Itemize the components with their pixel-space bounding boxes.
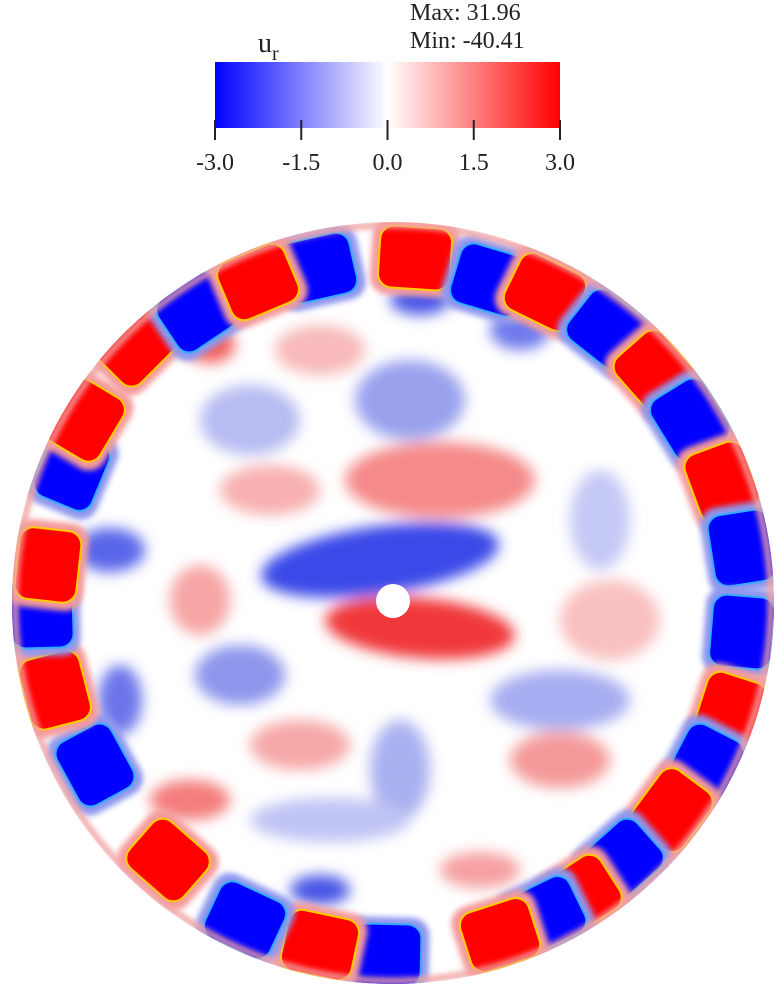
colorbar-tick-label: -3.0 (196, 150, 234, 176)
cell-core (125, 817, 211, 903)
cell-core (376, 224, 454, 292)
field (12, 222, 774, 984)
boundary-cells (12, 222, 774, 984)
colorbar-tick-label: 1.5 (459, 150, 489, 176)
min-label: Min: -40.41 (410, 28, 525, 54)
interior (75, 285, 660, 905)
cell (701, 586, 774, 678)
cell (47, 714, 143, 816)
colorbar-tick-label: 0.0 (373, 150, 403, 176)
max-label: Max: 31.96 (410, 0, 521, 26)
colorbar-subscript: r (272, 43, 279, 65)
cell (12, 518, 89, 612)
cell-core (54, 722, 136, 808)
cell (117, 809, 219, 911)
cell (451, 889, 549, 981)
colorbar-tick-label: 3.0 (545, 150, 575, 176)
colorbar-symbol: u (258, 28, 272, 59)
cell (208, 235, 308, 329)
center-hole (376, 584, 410, 618)
colorbar-tick-label: -1.5 (282, 150, 320, 176)
colorbar-title: ur (258, 28, 279, 65)
colorbar (215, 62, 560, 128)
